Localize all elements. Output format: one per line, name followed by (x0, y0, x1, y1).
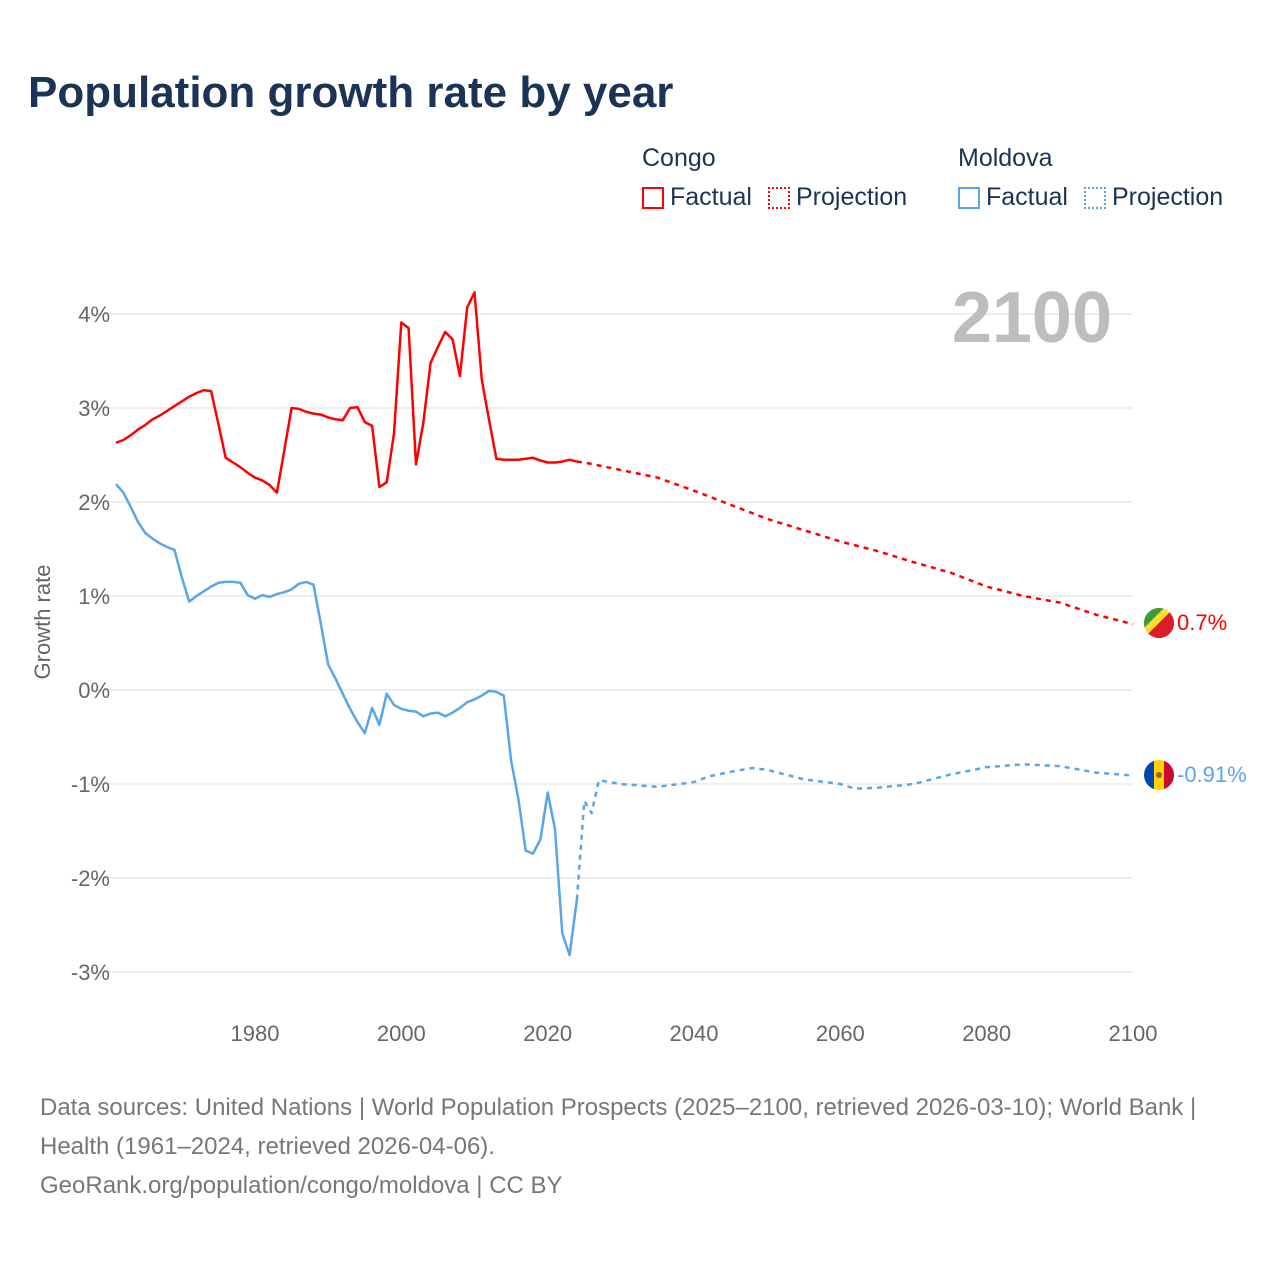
x-tick-label: 2040 (670, 1021, 719, 1046)
series-line-congo-projection (576, 460, 1134, 626)
dotted-swatch-icon (767, 186, 790, 209)
legend-moldova: Moldova Factual Projection (958, 144, 1239, 216)
legend-group-name: Congo (642, 144, 716, 172)
y-tick-label: 1% (78, 584, 110, 609)
chart-title: Population growth rate by year (28, 68, 674, 117)
x-tick-label: 2000 (377, 1021, 426, 1046)
x-tick-label: 1980 (231, 1021, 280, 1046)
legend-label: Factual (986, 183, 1068, 211)
series-line-moldova-factual (115, 483, 579, 957)
x-tick-label: 2060 (816, 1021, 865, 1046)
legend-label: Factual (670, 183, 752, 211)
y-tick-label: -1% (71, 772, 110, 797)
y-tick-label: -3% (71, 960, 110, 985)
dotted-swatch-icon (1083, 186, 1106, 209)
legend-moldova-factual[interactable]: Factual (958, 183, 1068, 212)
source-link[interactable]: GeoRank.org/population/congo/moldova | C… (40, 1172, 563, 1199)
legend-congo-factual[interactable]: Factual (642, 183, 752, 212)
series-line-moldova-projection (575, 763, 1134, 900)
legend-moldova-projection[interactable]: Projection (1083, 183, 1224, 212)
data-sources: Data sources: United Nations | World Pop… (40, 1094, 1197, 1160)
legend-group-name: Moldova (958, 144, 1053, 172)
moldova-end-label: -0.91% (1177, 762, 1247, 787)
y-axis-label: Growth rate (30, 565, 55, 680)
legend-congo: Congo Factual Projection (642, 144, 923, 216)
solid-swatch-icon (958, 186, 980, 209)
y-tick-label: -2% (71, 866, 110, 891)
y-tick-label: 3% (78, 396, 110, 421)
legend-label: Projection (795, 183, 908, 211)
x-tick-label: 2080 (962, 1021, 1011, 1046)
x-tick-label: 2100 (1109, 1021, 1158, 1046)
chart-area: -3% -2% -1% 0% 1% 2% 3% 4% 1980 2000 2020 2040 2060 2… (30, 278, 1247, 1046)
moldova-flag-icon (1144, 760, 1174, 790)
legend-congo-projection[interactable]: Projection (767, 183, 908, 212)
series-line-congo-factual (115, 291, 578, 494)
footer: Data sources: United Nations | World Pop… (40, 1088, 1240, 1205)
year-display: 2100 (952, 278, 1112, 358)
y-tick-label: 0% (78, 678, 110, 703)
x-tick-label: 2020 (523, 1021, 572, 1046)
y-tick-label: 2% (78, 490, 110, 515)
congo-end-label: 0.7% (1177, 610, 1227, 635)
solid-swatch-icon (642, 186, 664, 209)
y-tick-label: 4% (78, 302, 110, 327)
legend-label: Projection (1111, 183, 1224, 211)
congo-flag-icon (1144, 608, 1174, 638)
